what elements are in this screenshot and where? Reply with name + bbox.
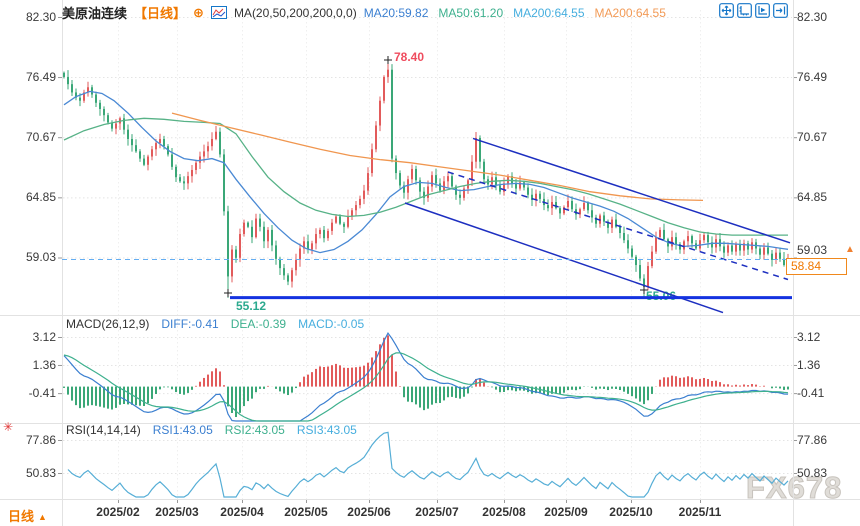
x-axis-label: 2025/11: [678, 505, 722, 519]
annotation-55.12: 55.12: [236, 299, 267, 313]
y-axis-label: 82.30: [25, 10, 56, 24]
chart-header: 美原油连续 【日线】 ⊕ MA(20,50,200,200,0,0) MA20:…: [62, 3, 666, 22]
auto-scale-icon[interactable]: [755, 3, 770, 18]
chart-style-icon[interactable]: [210, 6, 227, 19]
y-axis-label: 59.03: [797, 243, 828, 257]
trend-channel-upper: [472, 137, 791, 244]
y-axis-label: 3.12: [797, 329, 821, 344]
moving-average-lines: [63, 90, 789, 254]
price-up-arrow-icon[interactable]: ▲: [845, 244, 855, 255]
rsi-header: RSI(14,14,14) RSI1:43.05 RSI2:43.05 RSI3:4…: [66, 423, 357, 437]
ma-value-label: MA50:61.20: [438, 5, 504, 20]
chart-toolbar: [719, 3, 788, 18]
ma-line-MA20: [63, 90, 789, 254]
ma-settings-label[interactable]: MA(20,50,200,200,0,0): [233, 5, 357, 20]
x-axis-label: 2025/07: [415, 505, 459, 519]
y-axis-label: 64.85: [797, 190, 828, 205]
x-axis-label: 2025/08: [482, 505, 526, 519]
period-label[interactable]: 【日线】: [134, 6, 187, 21]
y-axis-label: 50.83: [797, 466, 828, 480]
macd-diff-line: [63, 331, 789, 422]
annotation-55.06: 55.06: [646, 289, 677, 303]
y-axis-label: -0.41: [28, 386, 56, 401]
pan-icon[interactable]: [719, 3, 734, 18]
rsi-line: [67, 431, 789, 498]
indicator-settings-icon[interactable]: ✳: [3, 420, 14, 434]
y-axis-label: 50.83: [25, 466, 56, 480]
x-axis-label: 2025/06: [347, 505, 391, 519]
macd-value-label: MACD:-0.05: [298, 317, 365, 331]
x-axis-label: 2025/04: [220, 505, 264, 519]
rsi-value-label: RSI2:43.05: [224, 423, 285, 437]
macd-value-label: DIFF:-0.41: [161, 317, 219, 331]
y-axis-label: 77.86: [797, 433, 828, 447]
y-axis-label: 64.85: [25, 190, 56, 205]
x-axis-label: 2025/03: [155, 505, 199, 519]
add-indicator-icon[interactable]: ⊕: [193, 4, 204, 20]
y-axis-label: 1.36: [32, 357, 56, 372]
annotation-78.40: 78.40: [394, 50, 425, 64]
macd-value-label: DEA:-0.39: [230, 317, 287, 331]
ma-values-group: MA20:59.82 MA50:61.20 MA200:64.55 MA200:64.…: [364, 6, 666, 20]
last-price-value: 58.84: [791, 259, 822, 273]
chevron-up-icon: ▲: [38, 512, 47, 522]
y-axis-label: 82.30: [797, 10, 828, 24]
macd-panel-series: [63, 331, 789, 422]
rsi-value-label: RSI3:43.05: [296, 423, 357, 437]
period-tab[interactable]: 日线 ▲: [8, 506, 47, 525]
y-axis-label: 1.36: [797, 357, 821, 372]
y-axis-label: 70.67: [797, 130, 828, 145]
ma-value-label: MA200:64.55: [594, 5, 666, 20]
period-tab-label: 日线: [8, 509, 35, 524]
last-price-box: 58.84: [786, 258, 847, 275]
y-axis-label: 3.12: [32, 329, 56, 344]
ma-line-MA50: [63, 117, 788, 236]
trend-channel-lower: [404, 202, 724, 314]
y-axis-label: 76.49: [25, 70, 56, 85]
candlestick-series: [63, 57, 789, 299]
x-axis-label: 2025/05: [284, 505, 328, 519]
jump-to-latest-icon[interactable]: [773, 3, 788, 18]
trend-channel-mid-dashed: [447, 171, 789, 281]
ma-value-label: MA20:59.82: [363, 5, 429, 20]
macd-dea-line: [63, 352, 789, 422]
fit-axis-icon[interactable]: [737, 3, 752, 18]
y-axis-label: 76.49: [797, 70, 828, 85]
macd-settings-label[interactable]: MACD(26,12,9): [66, 317, 150, 331]
instrument-title[interactable]: 美原油连续: [62, 6, 128, 21]
x-axis-label: 2025/10: [609, 505, 653, 519]
ma-line-MA200: [171, 112, 704, 202]
rsi-panel-series: [67, 431, 789, 498]
rsi-settings-label[interactable]: RSI(14,14,14): [66, 423, 141, 437]
ma-value-label: MA200:64.55: [513, 5, 585, 20]
rsi-value-label: RSI1:43.05: [152, 423, 213, 437]
y-axis-label: -0.41: [797, 386, 825, 401]
y-axis-label: 77.86: [25, 433, 56, 447]
annotation-markers: [224, 56, 648, 297]
x-axis-label: 2025/02: [96, 505, 140, 519]
y-axis-label: 59.03: [25, 250, 56, 265]
macd-header: MACD(26,12,9) DIFF:-0.41 DEA:-0.39 MACD:-0…: [66, 317, 364, 331]
trend-lines[interactable]: [62, 137, 795, 314]
y-axis-label: 70.67: [25, 130, 56, 145]
x-axis-label: 2025/09: [544, 505, 588, 519]
